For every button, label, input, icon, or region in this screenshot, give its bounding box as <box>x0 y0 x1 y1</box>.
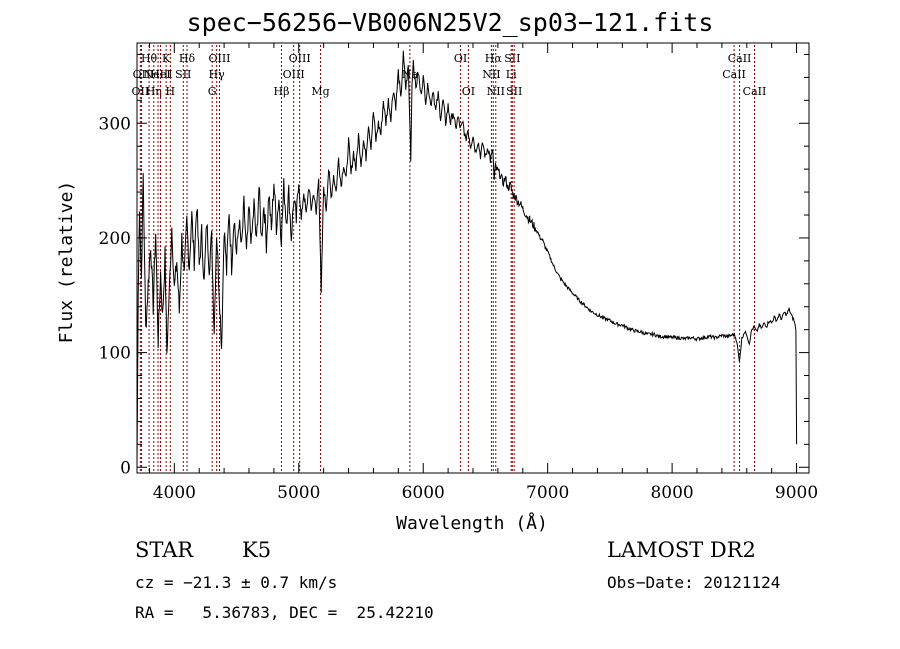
line-marker-label: Hγ <box>209 68 226 81</box>
object-class: STAR <box>135 538 194 562</box>
line-marker-label: Hδ <box>179 52 196 65</box>
line-marker-label: OIII <box>208 52 230 65</box>
y-tick-label: 300 <box>99 114 131 134</box>
chart-title: spec−56256−VB006N25V2_sp03−121.fits <box>186 8 714 37</box>
line-marker-label: H <box>166 85 176 98</box>
line-marker-label: SII <box>504 52 520 65</box>
x-tick-label: 9000 <box>775 483 818 503</box>
x-tick-label: 5000 <box>277 483 320 503</box>
line-marker-label: OIII <box>283 68 305 81</box>
spectrum-series <box>136 50 798 468</box>
y-tick-label: 200 <box>99 229 131 249</box>
x-axis-label: Wavelength (Å) <box>396 512 548 534</box>
x-tick-label: 7000 <box>526 483 569 503</box>
line-marker-label: NII <box>482 68 500 81</box>
line-marker-label: Hβ <box>274 85 290 98</box>
line-marker-label: NII <box>487 85 505 98</box>
x-tick-label: 8000 <box>650 483 693 503</box>
y-tick-label: 100 <box>99 344 131 364</box>
plot-frame <box>136 42 810 474</box>
y-tick-label: 0 <box>120 458 131 478</box>
line-marker-label: OII <box>132 85 150 98</box>
line-marker-label: Li <box>506 68 517 81</box>
line-marker-label: OI <box>454 52 467 65</box>
object-subclass: K5 <box>242 538 272 562</box>
x-tick-label: 6000 <box>402 483 445 503</box>
line-marker-label: SII <box>175 68 191 81</box>
line-marker-label: CaII <box>722 68 746 81</box>
x-tick-label: 4000 <box>153 483 196 503</box>
spectrum-line <box>136 50 798 468</box>
axis-ticks: 4000 5000 6000 7000 8000 9000 0 100 200 300 <box>99 43 818 503</box>
observation-date: Obs−Date: 20121124 <box>607 573 781 592</box>
line-marker-label: Mg <box>311 85 329 98</box>
line-marker-label: OI <box>462 85 475 98</box>
line-marker-label: Hη <box>146 85 162 98</box>
line-marker-label: CaII <box>728 52 752 65</box>
survey-name: LAMOST DR2 <box>607 538 756 562</box>
line-marker-label: Hθ <box>141 52 158 65</box>
line-marker-label: HeI <box>150 68 170 81</box>
sky-coordinates: RA = 5.36783, DEC = 25.42210 <box>135 603 434 622</box>
line-marker-label: Hα <box>485 52 503 65</box>
y-axis-label: Flux (relative) <box>56 181 77 344</box>
line-marker-label: K <box>162 52 171 65</box>
line-markers: OIIOIIHθHηNeIIIHeIKHSIIHδGHγOIIIHβOIIIOI… <box>132 45 767 473</box>
line-marker-label: NeIII <box>143 68 172 81</box>
line-marker-label: CaII <box>743 85 767 98</box>
line-marker-label: OIII <box>289 52 311 65</box>
redshift-velocity: cz = −21.3 ± 0.7 km/s <box>135 573 338 592</box>
line-marker-label: SII <box>506 85 522 98</box>
line-marker-label: G <box>208 85 217 98</box>
